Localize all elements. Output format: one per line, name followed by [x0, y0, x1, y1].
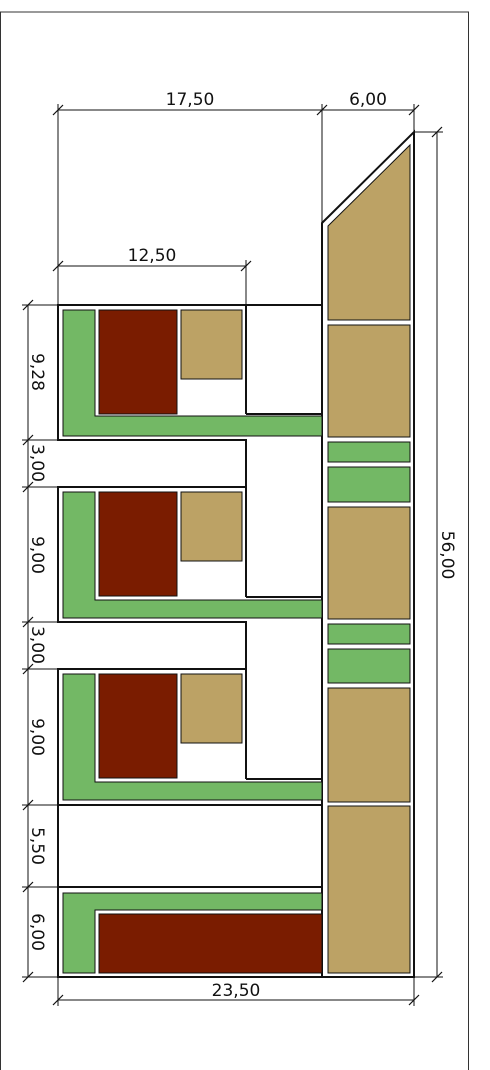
dim-overall-height: 56,00	[437, 531, 457, 580]
building-outline	[57, 304, 322, 978]
dim-left-4: 3,00	[27, 626, 47, 664]
tan-plot-5	[327, 805, 411, 974]
unit-1-tan-block	[180, 309, 243, 380]
unit-1	[62, 309, 323, 437]
tan-plot-top-angled	[327, 143, 411, 321]
unit-1-green-l	[62, 309, 323, 437]
dim-top-total: 17,50	[166, 90, 215, 110]
tan-plot-3	[327, 506, 411, 620]
dimension-lines	[22, 104, 443, 1006]
dim-left-1: 9,28	[27, 353, 47, 391]
dim-left-2: 3,00	[27, 444, 47, 482]
unit-3-tan-block	[180, 673, 243, 744]
building-outline-path	[57, 304, 322, 978]
unit-bottom-green-l	[62, 892, 323, 974]
unit-3-brick-block	[98, 673, 178, 779]
dim-left-6: 5,50	[27, 827, 47, 865]
right-strip	[321, 129, 415, 978]
dim-left-5: 9,00	[27, 718, 47, 756]
tan-plot-4	[327, 687, 411, 803]
dim-left-3: 9,00	[27, 536, 47, 574]
unit-bottom	[62, 892, 323, 974]
dim-top-right: 6,00	[349, 90, 387, 110]
unit-3-green-l	[62, 673, 323, 801]
green-strip-1	[327, 441, 411, 463]
unit-2	[62, 491, 323, 619]
green-strip-4	[327, 648, 411, 684]
unit-1-brick-block	[98, 309, 178, 415]
green-strip-2	[327, 466, 411, 503]
dimension-ticks	[22, 104, 443, 1006]
unit-2-tan-block	[180, 491, 243, 562]
unit-bottom-brick-block	[98, 913, 323, 974]
unit-2-brick-block	[98, 491, 178, 597]
dim-bottom-width: 23,50	[212, 981, 261, 1001]
unit-2-green-l	[62, 491, 323, 619]
dim-left-7: 6,00	[27, 913, 47, 951]
dim-inner-width: 12,50	[128, 246, 177, 266]
unit-3	[62, 673, 323, 801]
tan-plot-2	[327, 324, 411, 438]
green-strip-3	[327, 623, 411, 645]
sheet-frame	[0, 11, 469, 1070]
